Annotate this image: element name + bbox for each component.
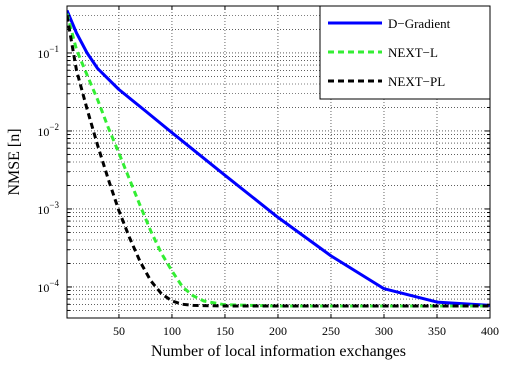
x-tick-label: 400 <box>481 324 499 338</box>
x-tick-label: 150 <box>216 324 234 338</box>
legend: D−Gradient NEXT−L NEXT−PL <box>319 5 491 100</box>
series-line-2 <box>67 13 490 308</box>
x-tick-label: 300 <box>375 324 393 338</box>
x-tick-label: 100 <box>163 324 181 338</box>
x-tick-label: 200 <box>269 324 287 338</box>
x-tick-label: 250 <box>322 324 340 338</box>
series-line-1 <box>67 9 490 307</box>
y-tick-label: 10−2 <box>37 122 59 139</box>
legend-label-2: NEXT−L <box>388 45 438 60</box>
y-axis-label: NMSE [n] <box>6 128 23 195</box>
y-tick-label: 10−3 <box>37 200 59 217</box>
series-line-3 <box>67 15 490 308</box>
legend-label-3: NEXT−PL <box>388 74 445 89</box>
y-tick-label: 10−1 <box>37 44 59 61</box>
series-lines <box>67 9 490 308</box>
axis-ticks: 50 100 150 200 250 300 350 400 10−4 10−3 10−2 10−1 <box>37 5 499 338</box>
x-tick-label: 350 <box>428 324 446 338</box>
legend-label-1: D−Gradient <box>388 16 451 31</box>
x-axis-label: Number of local information exchanges <box>151 343 406 360</box>
x-tick-label: 50 <box>113 324 125 338</box>
y-tick-label: 10−4 <box>37 278 59 295</box>
